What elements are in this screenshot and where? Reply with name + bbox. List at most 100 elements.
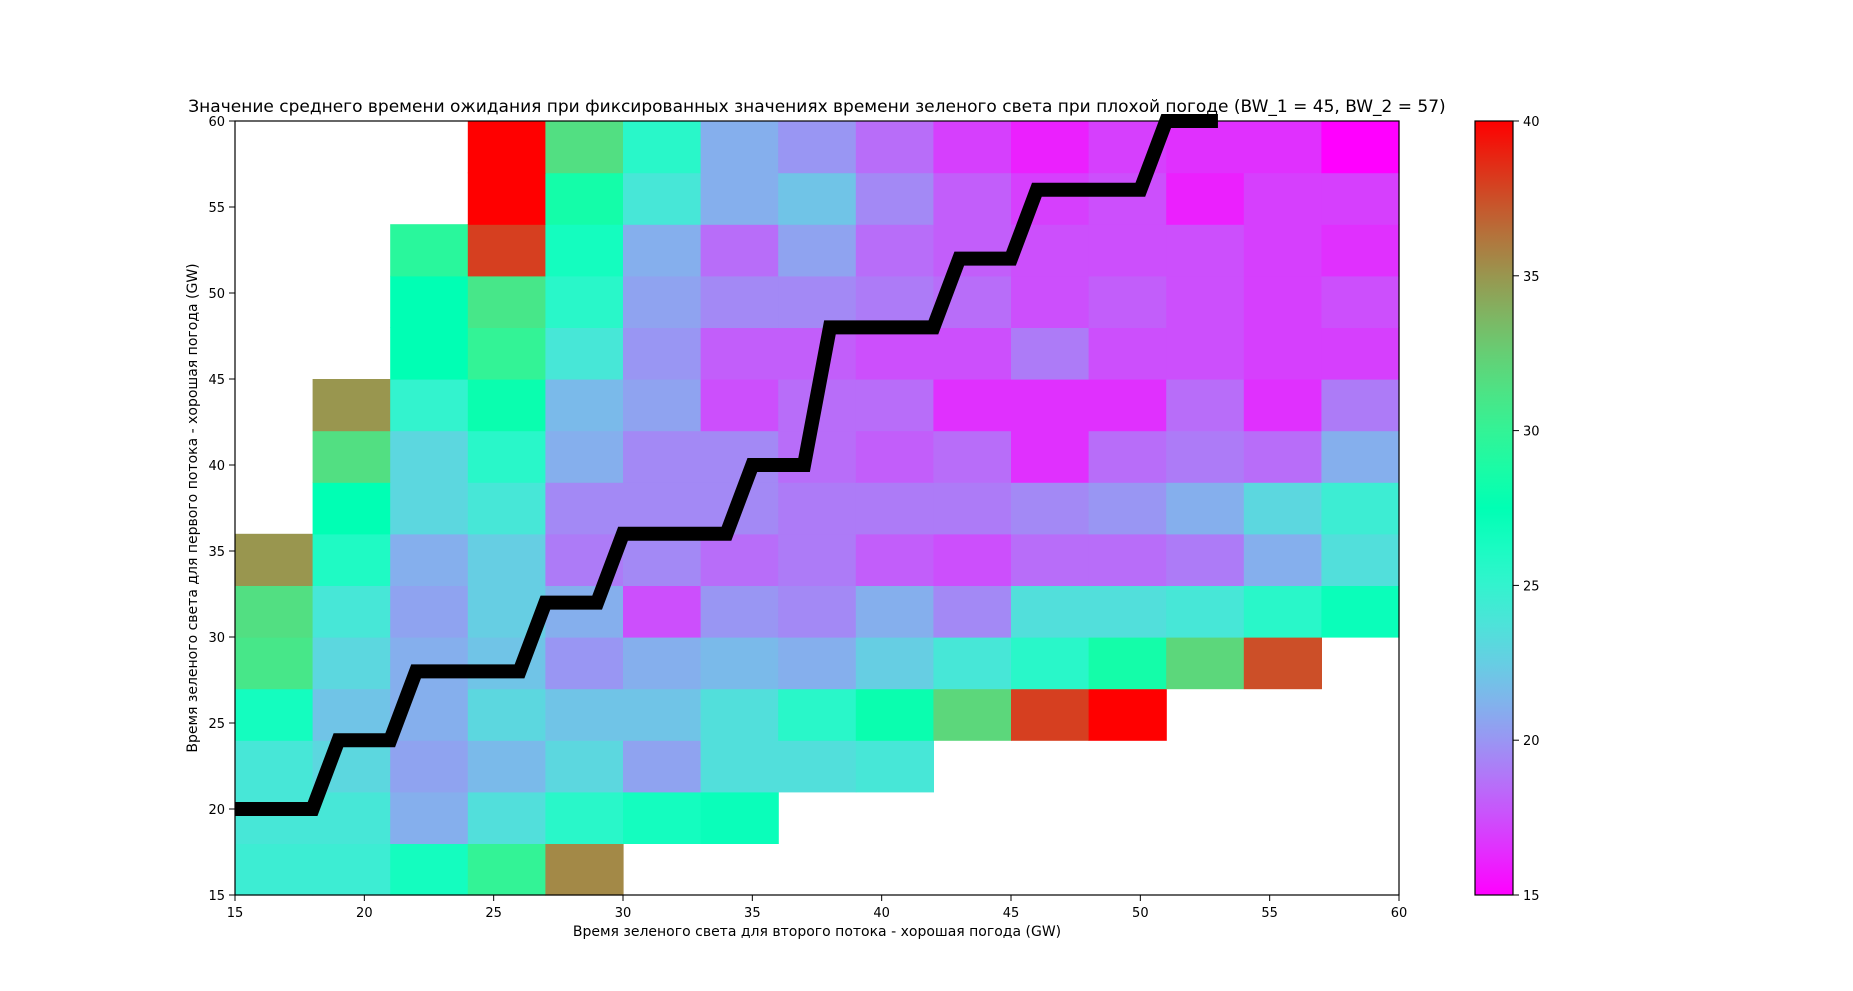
heatmap-cell (623, 224, 702, 277)
heatmap-cell (1243, 327, 1322, 380)
heatmap-cell (700, 224, 779, 277)
x-tick-label: 50 (1132, 906, 1149, 921)
y-tick-label: 50 (208, 287, 225, 302)
heatmap-cell (778, 740, 857, 793)
heatmap-cell (390, 637, 469, 690)
heatmap-cell (933, 637, 1012, 690)
x-tick-label: 25 (485, 906, 502, 921)
heatmap-cell (933, 172, 1012, 225)
colorbar-tick-label: 40 (1523, 115, 1540, 130)
heatmap-cell (545, 224, 624, 277)
heatmap-cell (700, 637, 779, 690)
heatmap-cell (545, 430, 624, 483)
heatmap-cell (778, 482, 857, 535)
heatmap-cell (1088, 379, 1167, 432)
heatmap-cell (700, 740, 779, 793)
heatmap-cell (778, 688, 857, 741)
heatmap-cell (467, 327, 546, 380)
heatmap-cell (778, 585, 857, 638)
heatmap-cell (235, 585, 314, 638)
y-tick-label: 55 (208, 201, 225, 216)
heatmap-cell (855, 637, 934, 690)
colorbar-gradient (1474, 120, 1514, 896)
heatmap-cell (235, 843, 314, 896)
heatmap-cell (855, 533, 934, 586)
heatmap-cell (933, 585, 1012, 638)
heatmap-cell (545, 637, 624, 690)
heatmap-cell (1166, 224, 1245, 277)
heatmap-cell (1011, 585, 1090, 638)
heatmap-cell (1321, 430, 1400, 483)
heatmap-cell (545, 585, 624, 638)
heatmap-cell (855, 172, 934, 225)
heatmap-cell (1321, 482, 1400, 535)
heatmap-cell (312, 379, 391, 432)
heatmap-cell (467, 843, 546, 896)
heatmap-cell (1166, 482, 1245, 535)
heatmap-cell (467, 172, 546, 225)
heatmap-cell (1088, 224, 1167, 277)
heatmap-cell (623, 121, 702, 174)
heatmap-cell (855, 121, 934, 174)
heatmap-cell (933, 224, 1012, 277)
heatmap-cell (1243, 275, 1322, 328)
heatmap-cell (700, 791, 779, 844)
heatmap-cell (467, 224, 546, 277)
heatmap-cell (623, 430, 702, 483)
y-tick-label: 30 (208, 631, 225, 646)
heatmap-cell (312, 585, 391, 638)
heatmap-cell (312, 430, 391, 483)
heatmap-cell (855, 327, 934, 380)
heatmap-cell (1011, 379, 1090, 432)
x-tick-label: 60 (1391, 906, 1408, 921)
heatmap-cell (700, 121, 779, 174)
heatmap-cell (623, 482, 702, 535)
heatmap-cell (545, 327, 624, 380)
heatmap-cell (700, 430, 779, 483)
heatmap-cell (1243, 533, 1322, 586)
colorbar: 15 20 25 30 35 40 (1474, 115, 1540, 904)
heatmap-cell (778, 224, 857, 277)
heatmap-cell (1166, 327, 1245, 380)
heatmap-cell (700, 327, 779, 380)
heatmap-cell (545, 688, 624, 741)
heatmap-cell (390, 791, 469, 844)
heatmap-cell (623, 327, 702, 380)
heatmap-cell (623, 740, 702, 793)
heatmap-cell (1011, 688, 1090, 741)
heatmap-cell (390, 327, 469, 380)
heatmap-cell (1321, 172, 1400, 225)
heatmap-cell (855, 224, 934, 277)
x-tick-label: 45 (1003, 906, 1020, 921)
heatmap-cell (855, 585, 934, 638)
heatmap-cell (312, 791, 391, 844)
y-tick-label: 35 (208, 545, 225, 560)
heatmap-cell (467, 740, 546, 793)
heatmap-cell (623, 585, 702, 638)
heatmap-cell (623, 172, 702, 225)
y-tick-label: 60 (208, 115, 225, 130)
heatmap-cell (1321, 585, 1400, 638)
heatmap-cell (778, 121, 857, 174)
heatmap-cell (1243, 224, 1322, 277)
heatmap-cell (855, 482, 934, 535)
heatmap-cell (700, 379, 779, 432)
heatmap-cell (1321, 121, 1400, 174)
heatmap-cell (933, 327, 1012, 380)
heatmap-cell (623, 637, 702, 690)
heatmap-cell (933, 688, 1012, 741)
y-tick-label: 40 (208, 459, 225, 474)
heatmap-cell (235, 688, 314, 741)
heatmap-cell (1088, 637, 1167, 690)
heatmap-cell (1011, 430, 1090, 483)
heatmap-cell (700, 688, 779, 741)
heatmap-cell (545, 121, 624, 174)
heatmap-cell (1166, 430, 1245, 483)
heatmap-cell (545, 172, 624, 225)
heatmap-cell (545, 843, 624, 896)
heatmap-cell (1166, 379, 1245, 432)
colorbar-tick-label: 30 (1523, 425, 1540, 440)
heatmap-cell (390, 533, 469, 586)
heatmap-cell (1011, 121, 1090, 174)
heatmap-cell (312, 482, 391, 535)
